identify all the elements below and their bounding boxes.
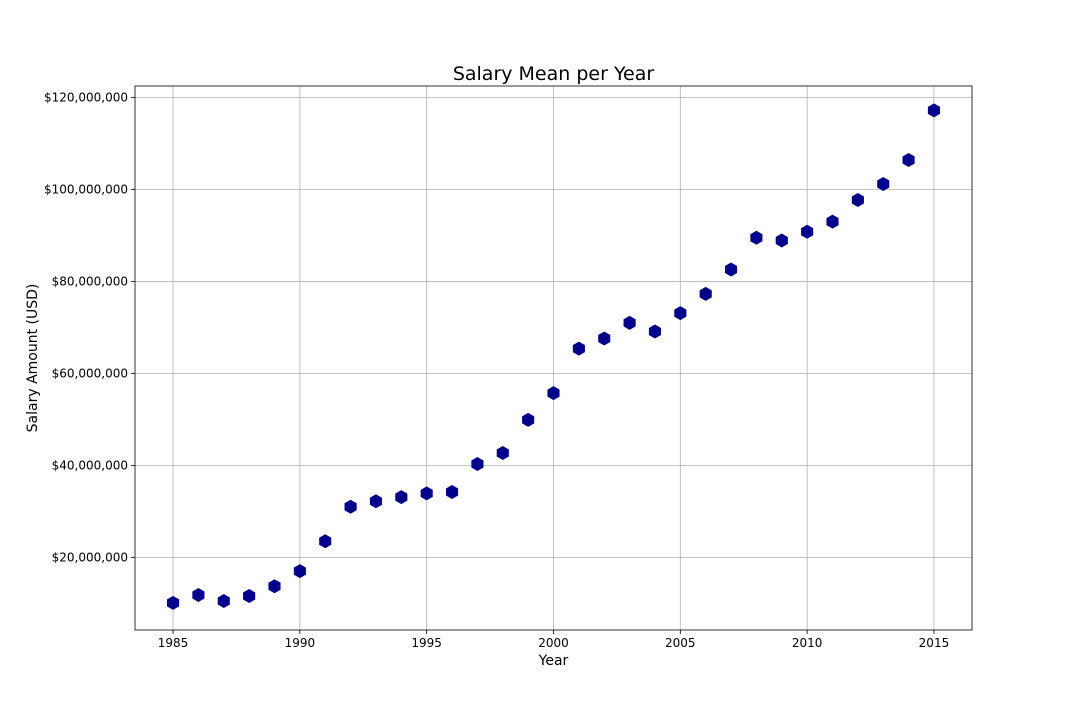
y-tick-label: $20,000,000	[52, 550, 128, 564]
data-point	[927, 103, 941, 118]
x-tick-label: 1995	[411, 636, 442, 650]
data-point	[293, 564, 306, 579]
y-axis-label: Salary Amount (USD)	[25, 284, 41, 433]
y-tick-label: $40,000,000	[52, 458, 128, 472]
data-point	[445, 485, 459, 500]
data-point	[724, 262, 738, 277]
data-point	[902, 153, 915, 168]
x-tick-label: 2015	[919, 636, 950, 650]
data-point	[369, 494, 383, 509]
data-points	[166, 103, 941, 610]
axis-ticks: 1985 1990 1995 2000 2005 2010 2015 $20,000,000 $…	[44, 90, 949, 650]
x-tick-label: 2000	[538, 636, 569, 650]
x-axis-label: Year	[538, 653, 569, 669]
data-point	[420, 486, 433, 501]
y-tick-label: $120,000,000	[44, 90, 128, 104]
data-point	[395, 490, 408, 505]
data-point	[801, 224, 814, 239]
x-tick-label: 2010	[792, 636, 823, 650]
data-point	[572, 341, 585, 356]
data-point	[268, 579, 281, 594]
chart-title: Salary Mean per Year	[453, 63, 655, 85]
data-point	[471, 456, 484, 471]
data-point	[674, 306, 687, 321]
data-point	[750, 230, 763, 245]
data-point	[496, 445, 509, 460]
grid-lines	[135, 86, 972, 630]
data-point	[319, 534, 332, 549]
data-point	[217, 594, 230, 609]
data-point	[192, 588, 205, 603]
data-point	[166, 595, 180, 610]
data-point	[598, 331, 611, 346]
data-point	[522, 412, 535, 427]
data-point	[547, 386, 560, 401]
x-tick-label: 1985	[158, 636, 189, 650]
data-point	[826, 214, 839, 229]
data-point	[623, 315, 636, 330]
x-tick-label: 1990	[285, 636, 316, 650]
y-tick-label: $100,000,000	[44, 182, 128, 196]
data-point	[877, 176, 890, 191]
x-tick-label: 2005	[665, 636, 696, 650]
y-tick-label: $80,000,000	[52, 274, 128, 288]
data-point	[775, 233, 788, 248]
data-point	[648, 324, 662, 339]
data-point	[851, 193, 864, 208]
data-point	[699, 286, 712, 301]
data-point	[243, 588, 256, 603]
y-tick-label: $60,000,000	[52, 366, 128, 380]
data-point	[344, 499, 357, 514]
